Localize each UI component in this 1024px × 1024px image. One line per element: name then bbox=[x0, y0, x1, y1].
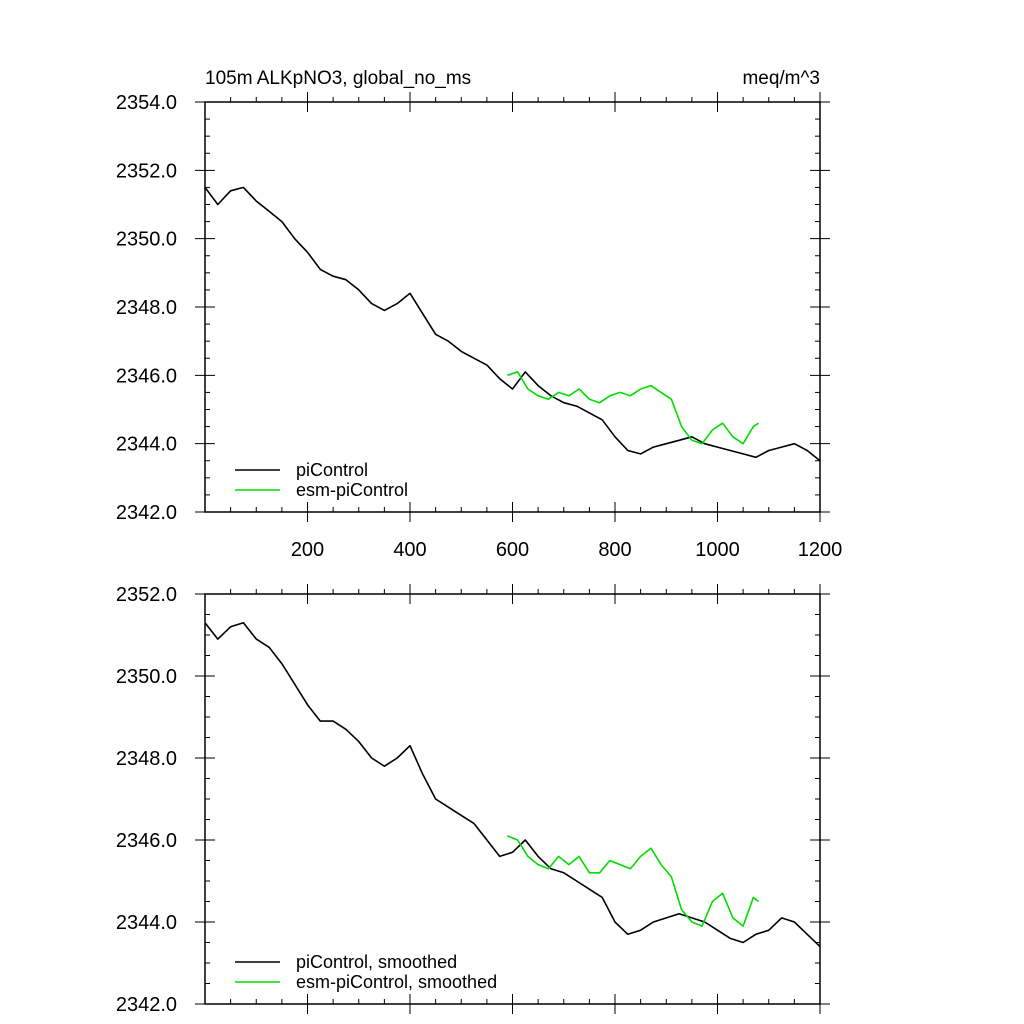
legend-label: piControl, smoothed bbox=[296, 952, 457, 972]
series-line-esm-picontrol bbox=[507, 835, 760, 927]
legend-label: esm-piControl, smoothed bbox=[296, 972, 497, 992]
top-panel-series bbox=[204, 186, 821, 462]
bottom-panel-ticks: 2342.0 2344.0 2346.0 2348.0 2350.0 2352.0 bbox=[116, 584, 830, 1016]
x-tick-label: 1200 bbox=[798, 539, 843, 561]
y-tick-label: 2344.0 bbox=[116, 912, 177, 934]
bottom-panel: 2342.0 2344.0 2346.0 2348.0 2350.0 2352.0 piC… bbox=[116, 584, 830, 1016]
y-tick-label: 2352.0 bbox=[116, 584, 177, 606]
x-tick-label: 600 bbox=[496, 539, 529, 561]
y-tick-label: 2346.0 bbox=[116, 830, 177, 852]
y-tick-label: 2348.0 bbox=[116, 297, 177, 319]
y-tick-label: 2346.0 bbox=[116, 365, 177, 387]
y-tick-label: 2352.0 bbox=[116, 160, 177, 182]
x-tick-label: 800 bbox=[598, 539, 631, 561]
y-tick-label: 2342.0 bbox=[116, 502, 177, 524]
top-panel: 105m ALKpNO3, global_no_ms meq/m^3 200 40… bbox=[116, 68, 842, 561]
y-tick-label: 2350.0 bbox=[116, 229, 177, 251]
series-line-esm-picontrol bbox=[507, 371, 759, 445]
series-line-picontrol bbox=[204, 621, 821, 948]
legend-label: esm-piControl bbox=[296, 480, 408, 500]
legend-label: piControl bbox=[296, 460, 368, 480]
top-panel-frame bbox=[204, 101, 821, 513]
x-tick-label: 400 bbox=[393, 539, 426, 561]
x-tick-label: 1000 bbox=[695, 539, 740, 561]
bottom-panel-frame bbox=[204, 593, 821, 1005]
y-tick-label: 2348.0 bbox=[116, 748, 177, 770]
top-panel-ticks: 200 400 600 800 1000 1200 2342.0 2344.0 2346.0 23… bbox=[116, 92, 842, 561]
bottom-panel-series bbox=[204, 621, 821, 948]
y-tick-label: 2350.0 bbox=[116, 666, 177, 688]
y-tick-label: 2344.0 bbox=[116, 434, 177, 456]
chart-title: 105m ALKpNO3, global_no_ms bbox=[205, 68, 471, 89]
y-tick-label: 2354.0 bbox=[116, 92, 177, 114]
chart-units: meq/m^3 bbox=[742, 68, 820, 89]
series-line-picontrol bbox=[204, 186, 821, 462]
y-tick-label: 2342.0 bbox=[116, 994, 177, 1016]
x-tick-label: 200 bbox=[291, 539, 324, 561]
